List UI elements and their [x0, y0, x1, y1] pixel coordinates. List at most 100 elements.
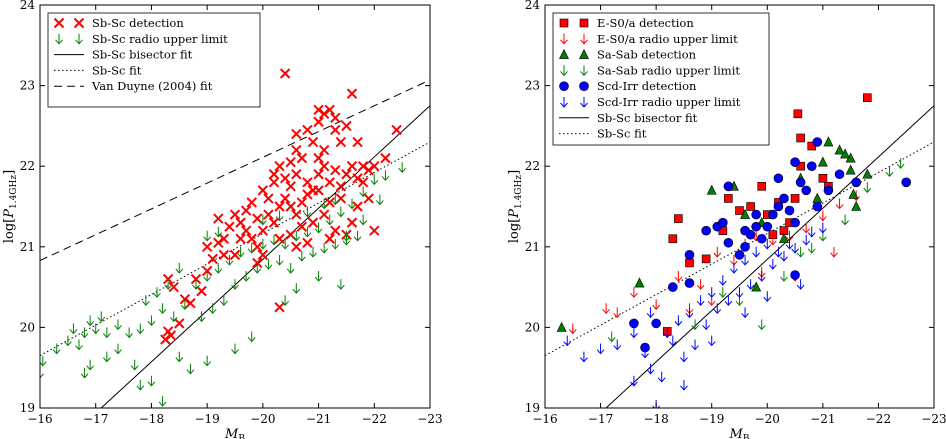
data-point [263, 209, 274, 220]
data-point [357, 177, 369, 188]
data-point [324, 177, 335, 188]
data-point [268, 169, 280, 180]
data-point [841, 214, 849, 226]
y-tick-label: 23 [20, 79, 35, 93]
data-point [763, 238, 772, 250]
axes-frame [39, 4, 431, 409]
data-point [602, 303, 611, 315]
data-point [114, 343, 122, 355]
data-point [86, 359, 95, 371]
data-point [102, 327, 111, 339]
data-point [779, 193, 789, 204]
x-axis-label: MB [729, 427, 750, 439]
data-point [790, 194, 800, 203]
data-point [835, 198, 844, 210]
legend-label: Scd-Irr detection [597, 79, 697, 93]
data-point [335, 136, 347, 148]
data-point [252, 257, 263, 269]
data-point [168, 281, 179, 293]
data-point [253, 262, 262, 274]
data-point [818, 173, 828, 183]
y-tick-label: 20 [20, 320, 35, 334]
data-point [641, 347, 649, 359]
data-point [160, 334, 171, 345]
data-point [274, 160, 285, 172]
fit-line [100, 105, 430, 408]
data-point [346, 160, 358, 172]
data-point [341, 120, 352, 132]
data-point [580, 351, 588, 363]
data-point [141, 295, 150, 306]
data-point [324, 104, 335, 115]
data-point [657, 371, 666, 383]
data-point [369, 160, 380, 172]
data-point [130, 359, 139, 371]
data-point [556, 321, 567, 332]
x-tick-label: −16 [532, 412, 557, 426]
data-point [224, 221, 235, 232]
legend-label: Sb-Sc bisector fit [92, 48, 193, 62]
data-point [247, 242, 256, 254]
y-tick-label: 21 [20, 240, 35, 254]
legend-label: Sa-Sab detection [597, 48, 697, 62]
x-tick-label: −23 [921, 412, 946, 426]
data-point [780, 271, 788, 282]
data-point [757, 319, 766, 331]
data-point [303, 226, 312, 238]
data-point [796, 246, 805, 258]
data-point [197, 311, 206, 323]
data-point [630, 375, 638, 387]
data-point [330, 165, 341, 176]
series [607, 158, 905, 343]
data-point [240, 225, 252, 236]
data-point [796, 133, 805, 143]
y-tick-label: 21 [525, 240, 540, 254]
data-point [746, 202, 755, 211]
data-point [790, 217, 800, 228]
data-point [214, 226, 223, 238]
data-point [363, 193, 374, 204]
data-point [40, 367, 44, 379]
legend-label: Sb-Sc bisector fit [597, 111, 698, 125]
data-point [791, 242, 799, 254]
data-point [840, 148, 851, 159]
data-point [796, 279, 805, 290]
data-point [646, 363, 655, 375]
data-point [613, 307, 622, 319]
data-point [751, 221, 761, 232]
data-point [807, 226, 816, 238]
legend: Sb-Sc detection Sb-Sc radio upper limit Sb… [47, 12, 261, 108]
y-tick-label: 22 [20, 159, 35, 173]
legend-marker [560, 33, 568, 45]
y-axis-label: log[P1.4GHz] [507, 170, 524, 243]
data-point [380, 152, 391, 164]
legend-label: Sb-Sc fit [597, 127, 647, 141]
legend-marker [559, 48, 569, 59]
data-point [91, 323, 100, 335]
legend-label: Scd-Irr radio upper limit [597, 95, 741, 109]
data-point [707, 287, 716, 298]
y-tick-label: 24 [20, 0, 36, 12]
legend-label: E-S0/a detection [597, 16, 694, 30]
data-point [812, 192, 823, 203]
data-point [208, 303, 217, 315]
legend-entry: Sb-Sc radio upper limit [55, 32, 228, 46]
data-point [335, 181, 347, 192]
data-point [680, 379, 688, 391]
data-point [247, 331, 256, 343]
data-point [348, 198, 356, 210]
data-point [258, 214, 267, 226]
data-point [313, 104, 324, 115]
legend-label: Van Duyne (2004) fit [91, 79, 213, 93]
data-point [296, 221, 308, 232]
data-point [218, 233, 230, 244]
data-point [201, 241, 213, 253]
data-point [336, 206, 345, 218]
data-point [190, 273, 202, 285]
data-point [97, 311, 106, 323]
data-point [707, 335, 716, 347]
data-point [169, 311, 178, 323]
data-point [147, 375, 156, 387]
data-point [778, 233, 789, 244]
data-point [851, 177, 862, 188]
